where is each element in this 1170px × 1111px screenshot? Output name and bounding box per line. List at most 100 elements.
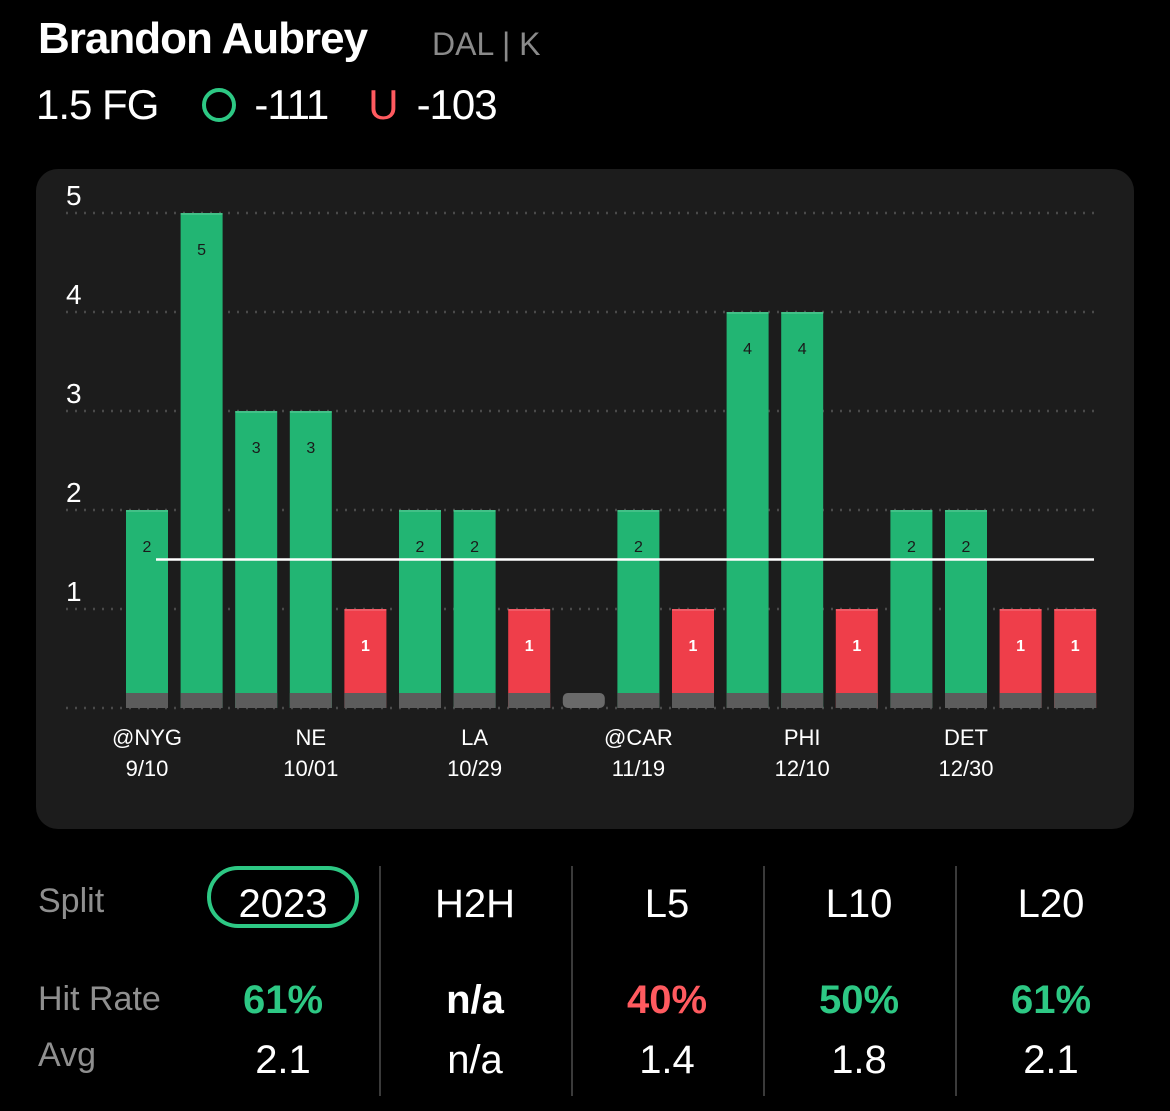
x-label-team: NE [296, 725, 327, 750]
hit-rate-value: 61% [242, 978, 324, 1022]
bar-base [399, 693, 441, 708]
bar-top-edge [726, 312, 769, 314]
x-label-team: PHI [784, 725, 821, 750]
bar [945, 510, 987, 708]
hit-rate-value: 50% [818, 978, 900, 1022]
column-divider [763, 866, 765, 1096]
bar-value-label: 2 [143, 539, 152, 556]
bar-top-edge [945, 510, 987, 512]
bar-value-label: 3 [252, 440, 261, 457]
hit-rate-value: 61% [1010, 978, 1092, 1022]
bar-value-label: 2 [962, 539, 971, 556]
column-divider [955, 866, 957, 1096]
prop-value: 1.5 FG [36, 81, 159, 128]
split-tab-2023[interactable]: 2023 [238, 882, 328, 926]
avg-value: n/a [447, 1038, 503, 1082]
column-divider [571, 866, 573, 1096]
x-label-date: 11/19 [612, 756, 665, 781]
bar [617, 510, 660, 708]
bar-base [235, 693, 278, 708]
split-tab-l5[interactable]: L5 [644, 882, 690, 926]
x-label-date: 9/10 [126, 756, 169, 781]
bar-value-label: 5 [197, 242, 206, 259]
bar-value-label: 1 [1016, 638, 1025, 655]
bar [180, 213, 223, 708]
bar [726, 312, 769, 708]
bar [781, 312, 824, 708]
column-divider [379, 866, 381, 1096]
over-odds[interactable]: -111 [254, 81, 329, 128]
bar-top-edge [835, 609, 878, 611]
bar-base [835, 693, 878, 708]
bar-base [562, 693, 605, 708]
split-row-label: Split [38, 882, 105, 920]
bar-base [999, 693, 1042, 708]
bar-base [617, 693, 660, 708]
hit-rate-value: n/a [446, 978, 504, 1022]
avg-value: 2.1 [255, 1038, 311, 1082]
avg-value: 1.4 [639, 1038, 695, 1082]
bar-base [945, 693, 987, 708]
bar [344, 609, 387, 708]
avg-value: 1.8 [831, 1038, 887, 1082]
bar-base [126, 693, 168, 708]
avg-row-label: Avg [38, 1036, 96, 1074]
bar [508, 609, 551, 708]
bar [999, 609, 1042, 708]
over-icon[interactable] [202, 88, 237, 122]
split-tab-h2h[interactable]: H2H [434, 882, 516, 926]
bar [835, 609, 878, 708]
split-tab-l20[interactable]: L20 [1017, 882, 1085, 926]
bar-base [1054, 693, 1097, 708]
bar [890, 510, 933, 708]
bar-top-edge [890, 510, 933, 512]
under-odds[interactable]: -103 [416, 81, 498, 128]
y-tick-label: 2 [66, 477, 82, 508]
y-tick-label: 1 [66, 576, 82, 607]
bar-base [672, 693, 714, 708]
y-tick-label: 5 [66, 180, 82, 211]
bar-base [289, 693, 332, 708]
bar-base [180, 693, 223, 708]
bar-value-label: 2 [907, 539, 916, 556]
bar [453, 510, 496, 708]
under-icon[interactable]: U [368, 81, 399, 128]
bar-value-label: 1 [689, 638, 698, 655]
bar-value-label: 3 [306, 440, 315, 457]
bar-value-label: 1 [361, 638, 370, 655]
splits-table: Split Hit Rate Avg 2023 61% 2.1 H2H n/a n/a L5… [0, 860, 1170, 1100]
bar-top-edge [617, 510, 660, 512]
bar-value-label: 2 [470, 539, 479, 556]
bar [399, 510, 441, 708]
bar-top-edge [126, 510, 168, 512]
bar-top-edge [781, 312, 824, 314]
x-label-team: LA [461, 725, 488, 750]
game-log-chart: 1 2 3 4 5 2 5 3 3 1 2 2 1 2 1 4 4 1 2 2 1 1 @NYG 9/10 NE 10/01 LA 1… [36, 169, 1134, 829]
bar-value-label: 4 [798, 341, 807, 358]
hit-rate-value: 40% [626, 978, 708, 1022]
x-label-date: 12/30 [938, 756, 993, 781]
chart-svg: 1 2 3 4 5 2 5 3 3 1 2 2 1 2 1 4 4 1 2 2 1 1 @NYG 9/10 NE 10/01 LA 1… [66, 180, 1101, 781]
split-tab-l10[interactable]: L10 [825, 882, 893, 926]
bar-top-edge [999, 609, 1042, 611]
hit-rate-row-label: Hit Rate [38, 980, 161, 1018]
bar-value-label: 1 [852, 638, 861, 655]
bar-base [344, 693, 387, 708]
bar-value-label: 2 [634, 539, 643, 556]
bar-top-edge [289, 411, 332, 413]
team-position: DAL | K [432, 26, 541, 62]
bar [126, 510, 168, 708]
bar-value-label: 1 [525, 638, 534, 655]
bar-value-label: 4 [743, 341, 752, 358]
avg-value: 2.1 [1023, 1038, 1079, 1082]
bar-base [890, 693, 933, 708]
selected-split-pill[interactable] [207, 866, 359, 928]
bar-top-edge [508, 609, 551, 611]
y-tick-label: 3 [66, 378, 82, 409]
bar-base [726, 693, 769, 708]
player-name: Brandon Aubrey [38, 14, 368, 63]
bar-value-label: 2 [416, 539, 425, 556]
bar-top-edge [344, 609, 387, 611]
x-label-date: 10/29 [447, 756, 502, 781]
bar-top-edge [453, 510, 496, 512]
